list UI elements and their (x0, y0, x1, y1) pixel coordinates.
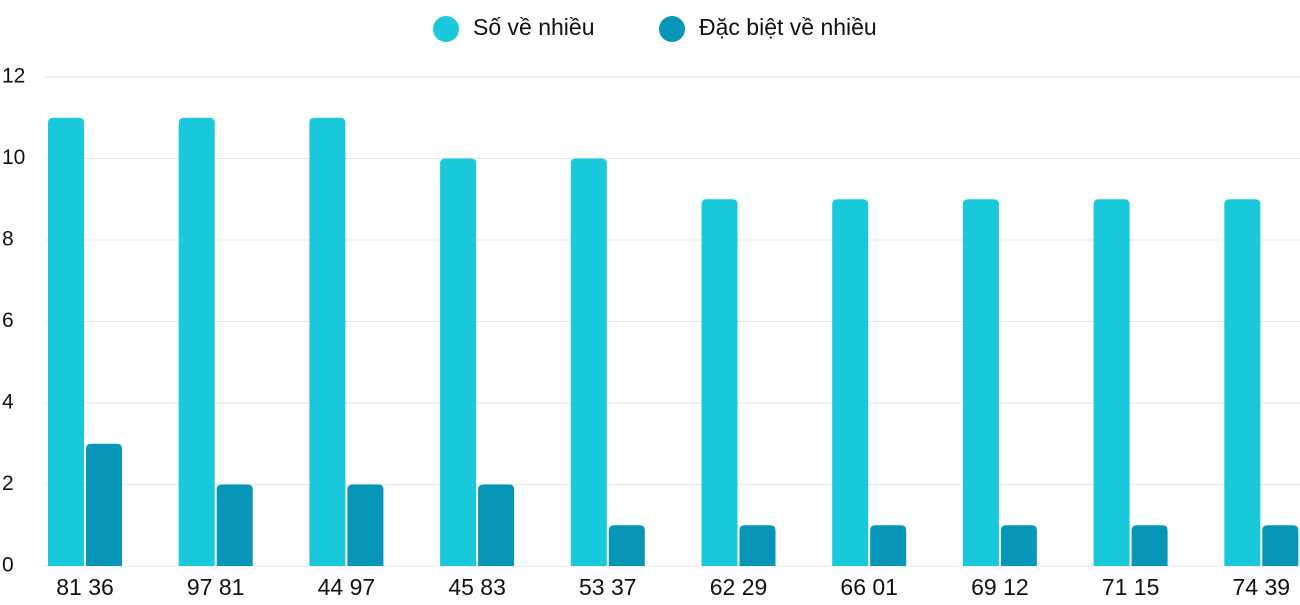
y-tick-label: 2 (2, 472, 14, 495)
y-tick-label: 4 (2, 391, 14, 414)
bar (570, 158, 607, 566)
bar (701, 199, 738, 566)
bar (962, 199, 999, 566)
bar (1093, 199, 1130, 566)
x-tick-label: 53 37 (579, 574, 637, 600)
bar (309, 117, 346, 566)
bar (739, 525, 776, 566)
x-tick-label: 71 15 (1102, 574, 1160, 600)
y-tick-label: 6 (2, 309, 14, 332)
y-tick-label: 8 (2, 228, 14, 251)
bar (608, 525, 645, 566)
y-tick-label: 10 (2, 146, 25, 169)
x-tick-label: 81 36 (56, 574, 114, 600)
x-tick-label: 62 29 (710, 574, 768, 600)
x-tick-label: 45 83 (448, 574, 506, 600)
legend-label: Đặc biệt về nhiều (699, 14, 877, 40)
bar (347, 484, 384, 566)
bar (48, 117, 84, 566)
bar (178, 117, 215, 566)
bar (1131, 525, 1168, 566)
x-tick-label: 69 12 (971, 574, 1029, 600)
y-tick-label: 0 (2, 554, 14, 577)
bar (832, 199, 869, 566)
bar (870, 525, 907, 566)
bar (86, 443, 122, 566)
legend-marker (659, 16, 685, 42)
bar (1224, 199, 1261, 566)
legend-label: Số về nhiều (473, 14, 594, 40)
x-tick-label: 44 97 (318, 574, 376, 600)
bar (478, 484, 515, 566)
y-tick-label: 12 (2, 65, 25, 88)
bar (1000, 525, 1037, 566)
bar (440, 158, 477, 566)
bar (1262, 525, 1299, 566)
bar (216, 484, 253, 566)
x-tick-label: 97 81 (187, 574, 245, 600)
x-tick-label: 74 39 (1233, 574, 1291, 600)
x-tick-label: 66 01 (840, 574, 898, 600)
legend-marker (433, 16, 459, 42)
